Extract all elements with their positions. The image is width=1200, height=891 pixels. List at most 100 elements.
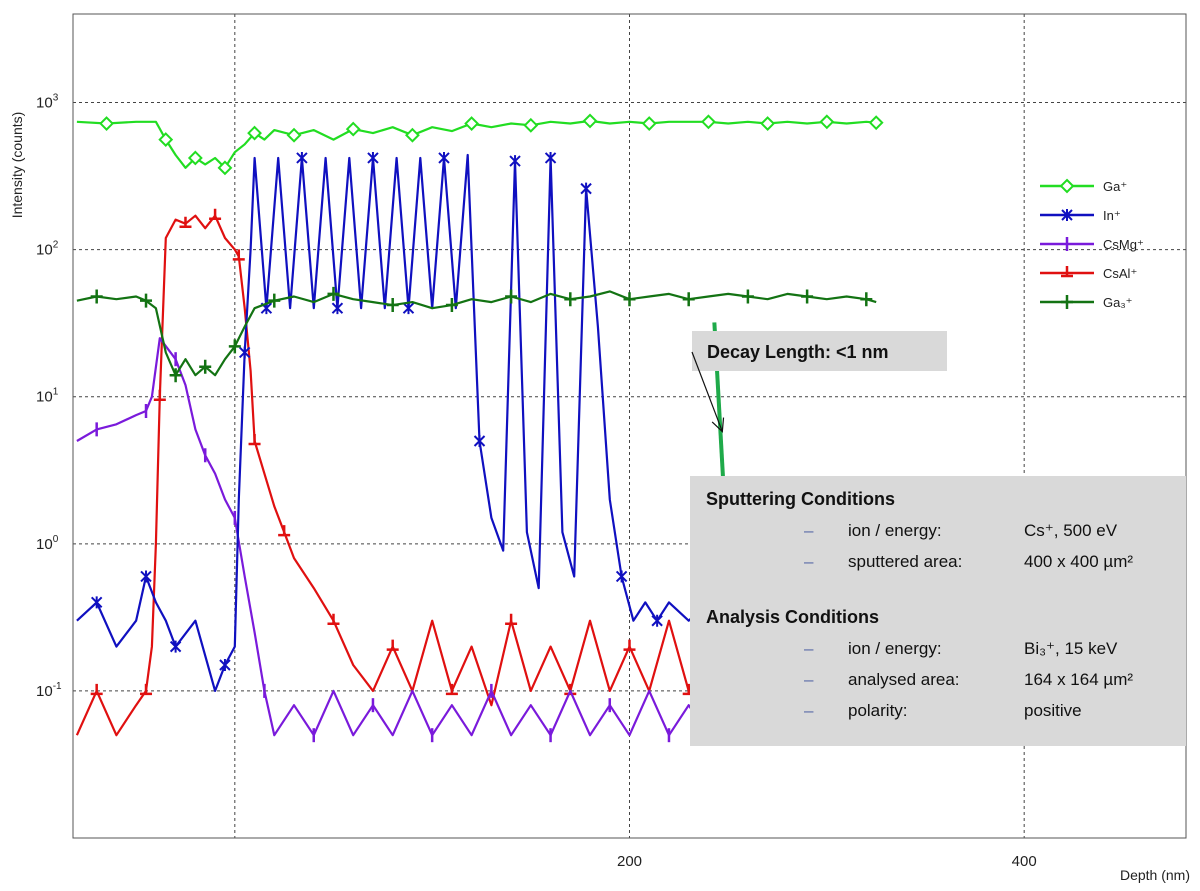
plot-frame <box>72 13 1187 839</box>
series-line <box>76 290 877 377</box>
arrow-head <box>711 417 725 433</box>
diamond-marker <box>582 113 598 129</box>
diamond-marker <box>187 150 203 166</box>
diamond-marker <box>247 125 262 141</box>
y-axis-label: Intensity (counts) <box>9 112 25 219</box>
info-row-label: analysed area: <box>848 670 960 689</box>
info-row-value: Bi₃⁺, 15 keV <box>1024 639 1118 658</box>
plus-marker <box>140 293 153 308</box>
star-marker <box>473 435 486 448</box>
legend-label: In⁺ <box>1103 208 1121 223</box>
info-box-content: Sputtering Conditions – ion / energy: Cs⁺, … <box>706 489 1133 720</box>
diamond-marker <box>345 121 361 137</box>
star-marker <box>140 570 152 583</box>
legend-label: CsMg⁺ <box>1103 237 1144 252</box>
info-row-label: polarity: <box>848 701 908 720</box>
info-row-value: Cs⁺, 500 eV <box>1024 521 1118 540</box>
diamond-marker <box>158 132 174 148</box>
star-marker <box>438 151 450 164</box>
arrow-shaft <box>691 351 723 432</box>
diamond-marker <box>217 160 233 176</box>
legend-label: Ga⁺ <box>1103 179 1127 194</box>
diamond-marker <box>1059 178 1075 194</box>
info-row-dash: – <box>804 701 814 720</box>
legend-label: Ga₃⁺ <box>1103 295 1133 310</box>
diamond-marker <box>641 116 657 131</box>
info-section-title: Sputtering Conditions <box>706 489 895 509</box>
plus-marker <box>386 298 399 313</box>
x-axis-ticks: 200 400 <box>617 853 1037 870</box>
diamond-marker <box>523 117 539 133</box>
series-4 <box>76 286 877 383</box>
info-row-dash: – <box>804 521 814 540</box>
diamond-marker <box>868 115 884 131</box>
plus-marker <box>327 286 340 301</box>
star-marker <box>331 302 344 315</box>
tee-marker <box>278 525 291 537</box>
info-row-label: ion / energy: <box>848 521 942 540</box>
star-marker <box>169 640 182 653</box>
diamond-marker <box>760 116 776 131</box>
y-tick-label: 100 <box>36 534 59 553</box>
info-box <box>690 476 1186 746</box>
info-row-label: ion / energy: <box>848 639 942 658</box>
star-marker <box>544 151 557 164</box>
plus-marker <box>199 359 212 374</box>
plus-marker <box>169 368 182 383</box>
x-tick-label: 400 <box>1012 853 1037 870</box>
tee-marker <box>140 683 153 696</box>
tee-marker <box>386 639 399 651</box>
x-tick-label: 200 <box>617 853 642 870</box>
info-row-value: 400 x 400 µm² <box>1024 552 1133 571</box>
diamond-marker <box>286 127 302 143</box>
legend-label: CsAl⁺ <box>1103 266 1137 281</box>
series-0 <box>76 113 884 176</box>
diamond-marker <box>464 116 480 131</box>
diamond-marker <box>405 127 420 143</box>
tee-marker <box>248 434 261 446</box>
info-row-dash: – <box>804 552 814 571</box>
star-marker <box>1061 209 1073 221</box>
plus-marker <box>860 292 873 307</box>
plus-marker <box>1061 295 1073 309</box>
plus-marker <box>564 292 577 307</box>
annotation-arrow <box>691 351 725 433</box>
x-axis-label: Depth (nm) <box>1120 867 1190 883</box>
info-row-label: sputtered area: <box>848 552 962 571</box>
info-row-value: 164 x 164 µm² <box>1024 670 1133 689</box>
tee-marker <box>327 613 340 625</box>
star-marker <box>651 614 663 627</box>
star-marker <box>219 659 231 672</box>
plus-marker <box>801 289 814 304</box>
y-tick-label: 102 <box>36 240 59 259</box>
info-row-dash: – <box>804 670 814 689</box>
annotation-text: Decay Length: <1 nm <box>707 342 889 362</box>
tee-marker <box>90 683 103 696</box>
plus-marker <box>90 289 103 304</box>
star-marker <box>296 151 308 164</box>
plus-marker <box>228 339 241 354</box>
tee-marker <box>445 683 458 696</box>
star-marker <box>509 155 521 168</box>
diamond-marker <box>701 114 716 130</box>
tee-marker <box>209 208 222 220</box>
annotation-box <box>692 331 947 371</box>
tee-marker <box>505 613 518 625</box>
y-tick-label: 103 <box>36 93 59 112</box>
info-row-dash: – <box>804 639 814 658</box>
star-marker <box>580 182 592 195</box>
plus-marker <box>741 289 754 304</box>
tee-marker <box>179 216 192 228</box>
star-marker <box>367 151 379 164</box>
plus-marker <box>505 289 518 304</box>
plus-marker <box>623 292 636 307</box>
diamond-marker <box>99 116 114 131</box>
tee-marker <box>232 249 245 261</box>
y-tick-label: 101 <box>36 387 59 406</box>
y-axis-ticks: 103 102 101 100 10-1 <box>36 93 62 700</box>
star-marker <box>238 346 251 359</box>
plus-marker <box>268 293 281 308</box>
plus-marker <box>445 298 458 313</box>
series-line <box>76 119 877 169</box>
